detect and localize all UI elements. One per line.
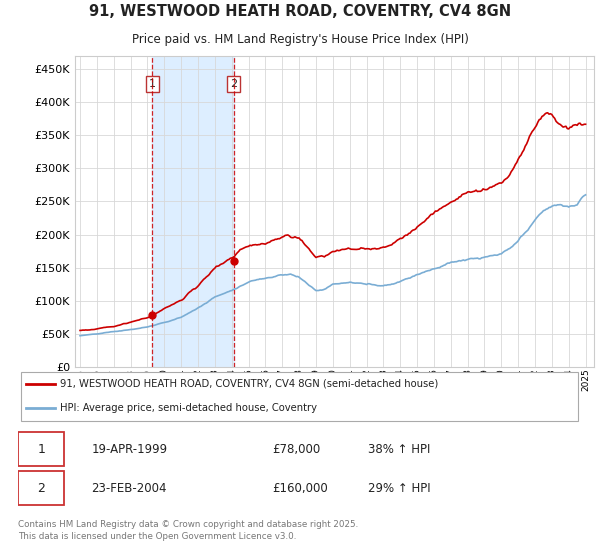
FancyBboxPatch shape: [18, 432, 64, 466]
Text: 91, WESTWOOD HEATH ROAD, COVENTRY, CV4 8GN (semi-detached house): 91, WESTWOOD HEATH ROAD, COVENTRY, CV4 8…: [60, 379, 439, 389]
Text: £160,000: £160,000: [272, 482, 328, 494]
Text: 1: 1: [149, 79, 156, 89]
Text: 23-FEB-2004: 23-FEB-2004: [91, 482, 167, 494]
Text: Price paid vs. HM Land Registry's House Price Index (HPI): Price paid vs. HM Land Registry's House …: [131, 33, 469, 46]
Text: HPI: Average price, semi-detached house, Coventry: HPI: Average price, semi-detached house,…: [60, 403, 317, 413]
Bar: [152, 56, 234, 367]
Text: 29% ↑ HPI: 29% ↑ HPI: [368, 482, 430, 494]
Text: 91, WESTWOOD HEATH ROAD, COVENTRY, CV4 8GN: 91, WESTWOOD HEATH ROAD, COVENTRY, CV4 8…: [89, 4, 511, 19]
Text: £78,000: £78,000: [272, 442, 320, 455]
Text: Contains HM Land Registry data © Crown copyright and database right 2025.
This d: Contains HM Land Registry data © Crown c…: [18, 520, 358, 541]
FancyBboxPatch shape: [21, 372, 578, 421]
Text: 19-APR-1999: 19-APR-1999: [91, 442, 167, 455]
Text: 2: 2: [37, 482, 45, 494]
Text: 38% ↑ HPI: 38% ↑ HPI: [368, 442, 430, 455]
Text: 1: 1: [37, 442, 45, 455]
Text: 2: 2: [230, 79, 237, 89]
FancyBboxPatch shape: [18, 471, 64, 506]
